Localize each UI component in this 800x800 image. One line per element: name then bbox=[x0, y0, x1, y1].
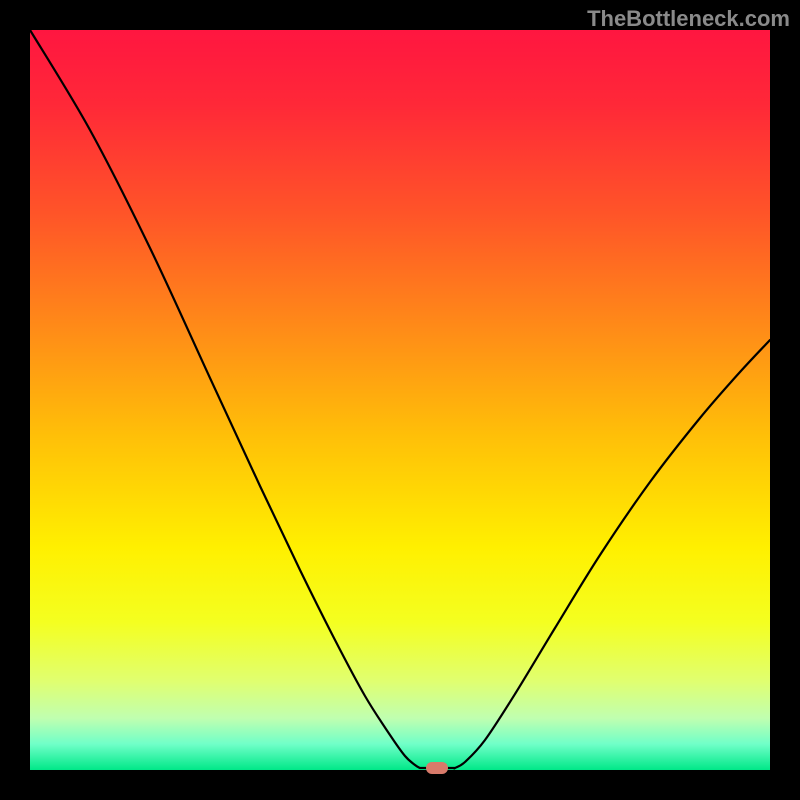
bottleneck-marker bbox=[426, 762, 448, 774]
chart-container: TheBottleneck.com bbox=[0, 0, 800, 800]
plot-area bbox=[30, 30, 770, 770]
watermark-label: TheBottleneck.com bbox=[587, 6, 790, 32]
